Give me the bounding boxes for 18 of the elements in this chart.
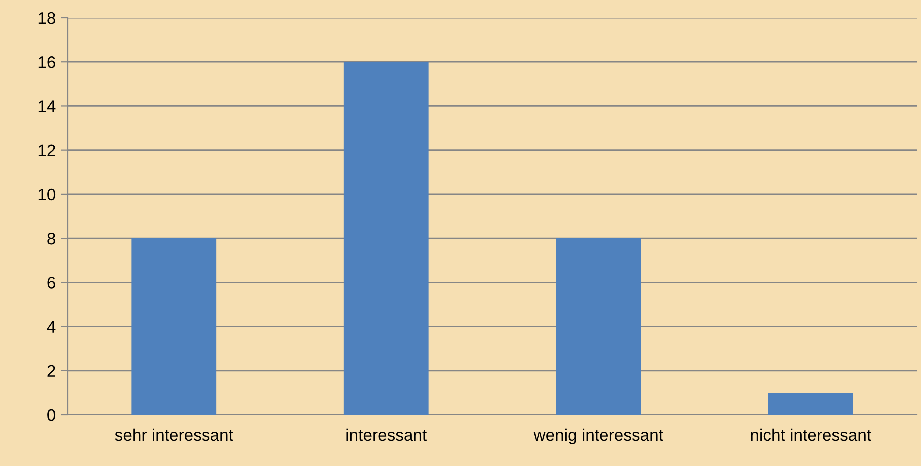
x-tick-label: interessant — [346, 428, 428, 442]
x-tick-label: nicht interessant — [751, 428, 872, 442]
y-tick-label: 16 — [38, 56, 56, 68]
bar — [556, 238, 642, 415]
bar — [344, 62, 429, 415]
y-tick-label: 18 — [38, 12, 56, 24]
y-tick-label: 8 — [48, 232, 56, 245]
bar — [132, 238, 217, 415]
y-tick-label: 0 — [48, 409, 56, 422]
y-tick-label: 10 — [38, 188, 56, 201]
y-tick-label: 2 — [48, 365, 56, 377]
y-tick-label: 4 — [47, 321, 56, 333]
y-tick-label: 12 — [38, 144, 56, 156]
y-tick-label: 6 — [48, 277, 56, 289]
x-tick-label: sehr interessant — [115, 428, 234, 442]
bar — [768, 392, 854, 415]
y-tick-label: 14 — [38, 100, 56, 112]
x-tick-label: wenig interessant — [534, 428, 664, 444]
